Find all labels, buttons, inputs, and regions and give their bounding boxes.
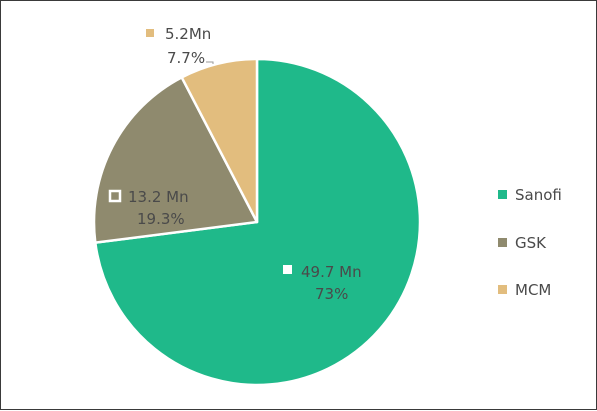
legend: Sanofi GSK MCM <box>498 186 562 299</box>
legend-label-mcm: MCM <box>515 281 551 299</box>
data-label-value-mcm: 5.2Mn <box>165 25 211 43</box>
pie-slices <box>92 57 422 387</box>
legend-label-gsk: GSK <box>515 234 547 252</box>
legend-swatch-gsk <box>498 238 507 247</box>
data-label-value-gsk: 13.2 Mn <box>128 188 189 206</box>
data-label-percent-mcm: 7.7% <box>167 49 205 67</box>
data-label-value-sanofi: 49.7 Mn <box>301 263 362 281</box>
legend-label-sanofi: Sanofi <box>515 186 562 204</box>
label-marker-sanofi <box>283 265 292 274</box>
label-marker-gsk <box>108 189 122 203</box>
leader-line-mcm <box>206 61 214 64</box>
data-label-percent-gsk: 19.3% <box>137 210 185 228</box>
data-label-percent-sanofi: 73% <box>315 285 348 303</box>
legend-swatch-sanofi <box>498 190 507 199</box>
legend-swatch-mcm <box>498 285 507 294</box>
label-marker-mcm <box>146 29 154 37</box>
pie-slice-gsk <box>92 76 259 244</box>
pie-slice-mcm <box>180 57 259 224</box>
